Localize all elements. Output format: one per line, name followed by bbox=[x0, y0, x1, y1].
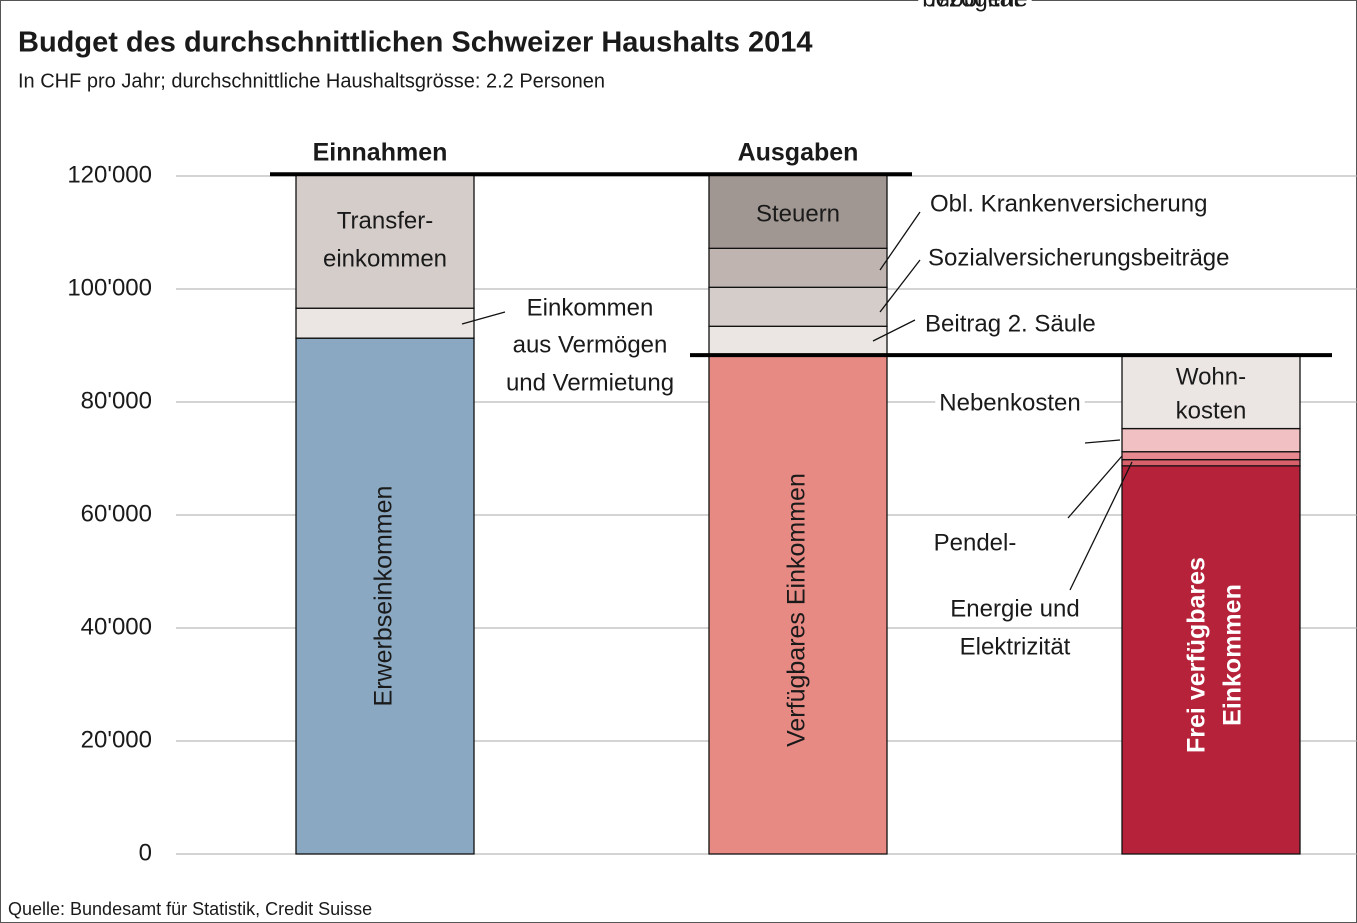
segment-label: Transfer- bbox=[337, 207, 433, 234]
annotation: Obl. Krankenversicherung bbox=[930, 190, 1207, 217]
annotation-bg bbox=[501, 368, 679, 398]
annotation-bg bbox=[926, 189, 1212, 219]
bar-segment bbox=[1121, 451, 1301, 461]
segment-label: Einkommen bbox=[1219, 584, 1247, 726]
y-tick-label: 60'000 bbox=[81, 500, 152, 527]
leader-line bbox=[461, 311, 506, 325]
bar-segment bbox=[708, 354, 888, 855]
annotation: und Vermietung bbox=[506, 369, 674, 396]
bar-segment bbox=[708, 173, 888, 249]
segment-label: Verfügbares Einkommen bbox=[783, 473, 811, 747]
y-tick-label: 80'000 bbox=[81, 387, 152, 414]
bar-segment bbox=[708, 325, 888, 356]
y-tick-label: 40'000 bbox=[81, 613, 152, 640]
bar-segment bbox=[295, 337, 475, 855]
bar-segment bbox=[295, 307, 475, 339]
source: Quelle: Bundesamt für Statistik, Credit … bbox=[8, 899, 372, 919]
annotation: Einkommen bbox=[527, 294, 654, 321]
annotation-bg bbox=[921, 309, 1100, 339]
annotation-bg bbox=[924, 243, 1234, 273]
annotation: Beitrag 2. Säule bbox=[925, 310, 1096, 337]
bar-segment bbox=[1121, 427, 1301, 453]
bar-segment bbox=[1121, 465, 1301, 855]
annotation: Mobilität bbox=[930, 0, 1020, 12]
y-tick-label: 100'000 bbox=[67, 274, 152, 301]
y-tick-label: 120'000 bbox=[67, 161, 152, 188]
annotation-bg bbox=[935, 388, 1085, 418]
bar-segment bbox=[1121, 458, 1301, 467]
annotation-bg bbox=[946, 594, 1084, 624]
bar-segment bbox=[1121, 354, 1301, 430]
annotation: aus Vermögen bbox=[513, 331, 668, 358]
annotation: Energie und bbox=[950, 595, 1079, 622]
annotation: Nebenkosten bbox=[939, 389, 1080, 416]
category-label: Ausgaben bbox=[738, 139, 859, 167]
annotation: Sozialversicherungsbeiträge bbox=[928, 244, 1230, 271]
bar-segment bbox=[295, 173, 475, 309]
annotation-bg bbox=[955, 632, 1075, 662]
annotation: Pendel- bbox=[934, 529, 1017, 556]
segment-label: Wohn- bbox=[1176, 363, 1246, 390]
segment-label: Erwerbseinkommen bbox=[370, 486, 398, 707]
leader-line bbox=[1084, 439, 1121, 444]
bar-segment bbox=[708, 286, 888, 327]
leader-line bbox=[879, 259, 921, 313]
annotation: Elektrizität bbox=[960, 633, 1071, 660]
y-tick-label: 20'000 bbox=[81, 726, 152, 753]
annotation-bg bbox=[522, 293, 658, 323]
segment-label: Steuern bbox=[756, 200, 840, 227]
chart-subtitle: In CHF pro Jahr; durchschnittliche Haush… bbox=[18, 70, 605, 92]
segment-label: einkommen bbox=[323, 245, 447, 272]
leader-line bbox=[1067, 455, 1123, 519]
annotation-bg bbox=[926, 0, 1025, 14]
bar-segment bbox=[708, 247, 888, 288]
annotation-bg bbox=[508, 330, 672, 360]
annotation: bezogene bbox=[922, 0, 1027, 12]
chart-title: Budget des durchschnittlichen Schweizer … bbox=[18, 27, 813, 59]
leader-line bbox=[1069, 461, 1133, 591]
category-label: Einnahmen bbox=[313, 139, 448, 167]
annotation-bg bbox=[929, 528, 1021, 558]
segment-label: kosten bbox=[1176, 397, 1247, 424]
leader-line bbox=[872, 319, 916, 342]
segment-label: Frei verfügbares bbox=[1183, 557, 1211, 753]
y-tick-label: 0 bbox=[139, 839, 152, 866]
leader-line bbox=[879, 211, 921, 271]
